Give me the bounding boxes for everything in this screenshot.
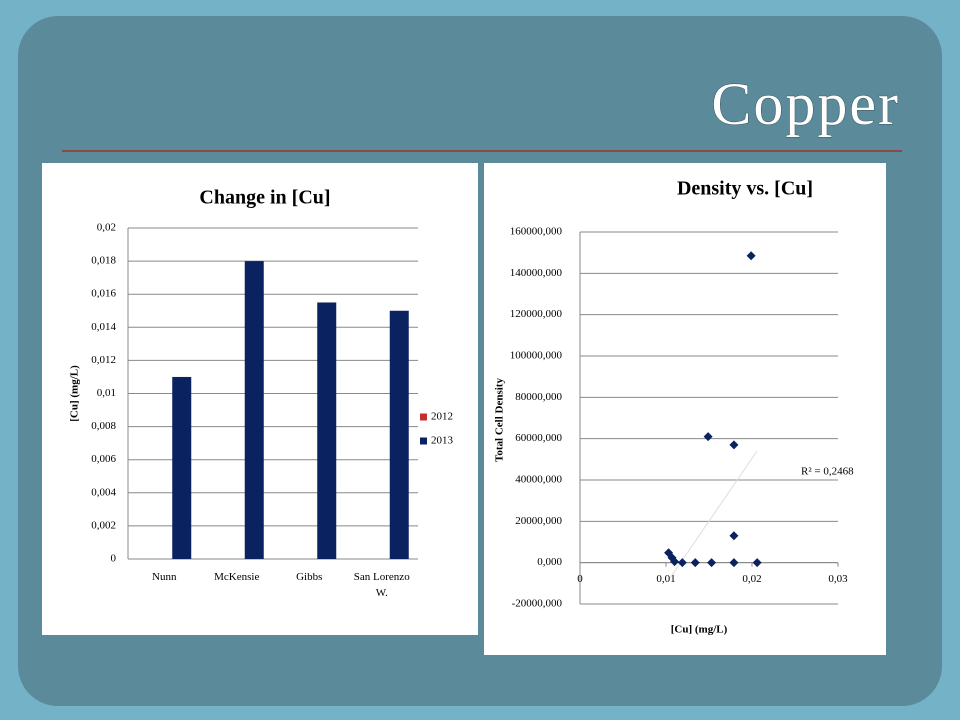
x-tick-label: 0 (577, 573, 583, 585)
y-axis-label: [Cu] (mg/L) (69, 365, 81, 422)
y-tick-label: 60000,000 (515, 432, 562, 444)
y-tick-label: 0,02 (97, 222, 116, 234)
y-tick-label: 100000,000 (510, 350, 563, 362)
x-tick-label: 0,02 (742, 573, 761, 585)
bar (317, 302, 337, 559)
x-label-box: San Lorenzo W. (353, 571, 410, 599)
chart-title: Density vs. [Cu] (677, 178, 813, 200)
x-label-box: Nunn (152, 571, 177, 583)
y-tick-label: 0,000 (537, 556, 562, 568)
point (677, 558, 687, 568)
y-tick-label: 0 (111, 553, 117, 565)
legend-swatch (420, 437, 427, 445)
x-label-box: McKensie (214, 571, 260, 583)
y-tick-label: 0,018 (91, 255, 116, 267)
point (729, 558, 739, 568)
y-tick-label: 0,012 (91, 354, 116, 366)
x-tick-label: 0,03 (828, 573, 848, 585)
y-tick-label: 80000,000 (515, 391, 562, 403)
bar (172, 376, 192, 559)
chart-area (484, 163, 886, 655)
x-tick-label: Gibbs (296, 571, 323, 583)
x-tick-label: 0,01 (656, 573, 675, 585)
legend-label: 2012 (431, 411, 453, 423)
y-tick-label: 0,006 (91, 453, 116, 465)
y-tick-label: 140000,000 (510, 267, 563, 279)
y-tick-label: 0,008 (91, 420, 116, 432)
trendline (669, 450, 758, 578)
point (690, 558, 700, 568)
x-axis-label: [Cu] (mg/L) (671, 624, 728, 636)
x-tick-label: Nunn (152, 571, 177, 583)
y-axis-label: Total Cell Density (494, 378, 506, 462)
y-tick-label: -20000,000 (512, 598, 563, 610)
y-tick-label: 0,002 (91, 519, 116, 531)
bar (244, 261, 264, 559)
point (746, 251, 756, 261)
annotation: R² = 0,2468 (801, 466, 854, 478)
y-tick-label: 0,014 (91, 321, 116, 333)
legend-swatch (420, 413, 427, 421)
x-tick-label: McKensie (214, 571, 260, 583)
point (670, 557, 680, 567)
point (703, 432, 713, 442)
x-label-box: Gibbs (296, 571, 323, 583)
y-tick-label: 120000,000 (510, 308, 563, 320)
y-tick-label: 40000,000 (515, 474, 562, 486)
y-tick-label: 160000,000 (510, 226, 563, 238)
y-tick-label: 0,004 (91, 486, 116, 498)
point (752, 558, 762, 568)
chart-title: Change in [Cu] (199, 187, 330, 209)
bar (389, 310, 409, 559)
point (707, 558, 717, 568)
legend-label: 2013 (431, 435, 454, 447)
slide-title: Copper (711, 71, 900, 137)
x-tick-label: San Lorenzo W. (353, 571, 410, 599)
y-tick-label: 20000,000 (515, 515, 562, 527)
y-tick-label: 0,01 (97, 387, 116, 399)
point (729, 531, 739, 541)
point (729, 440, 739, 450)
y-tick-label: 0,016 (91, 288, 116, 300)
